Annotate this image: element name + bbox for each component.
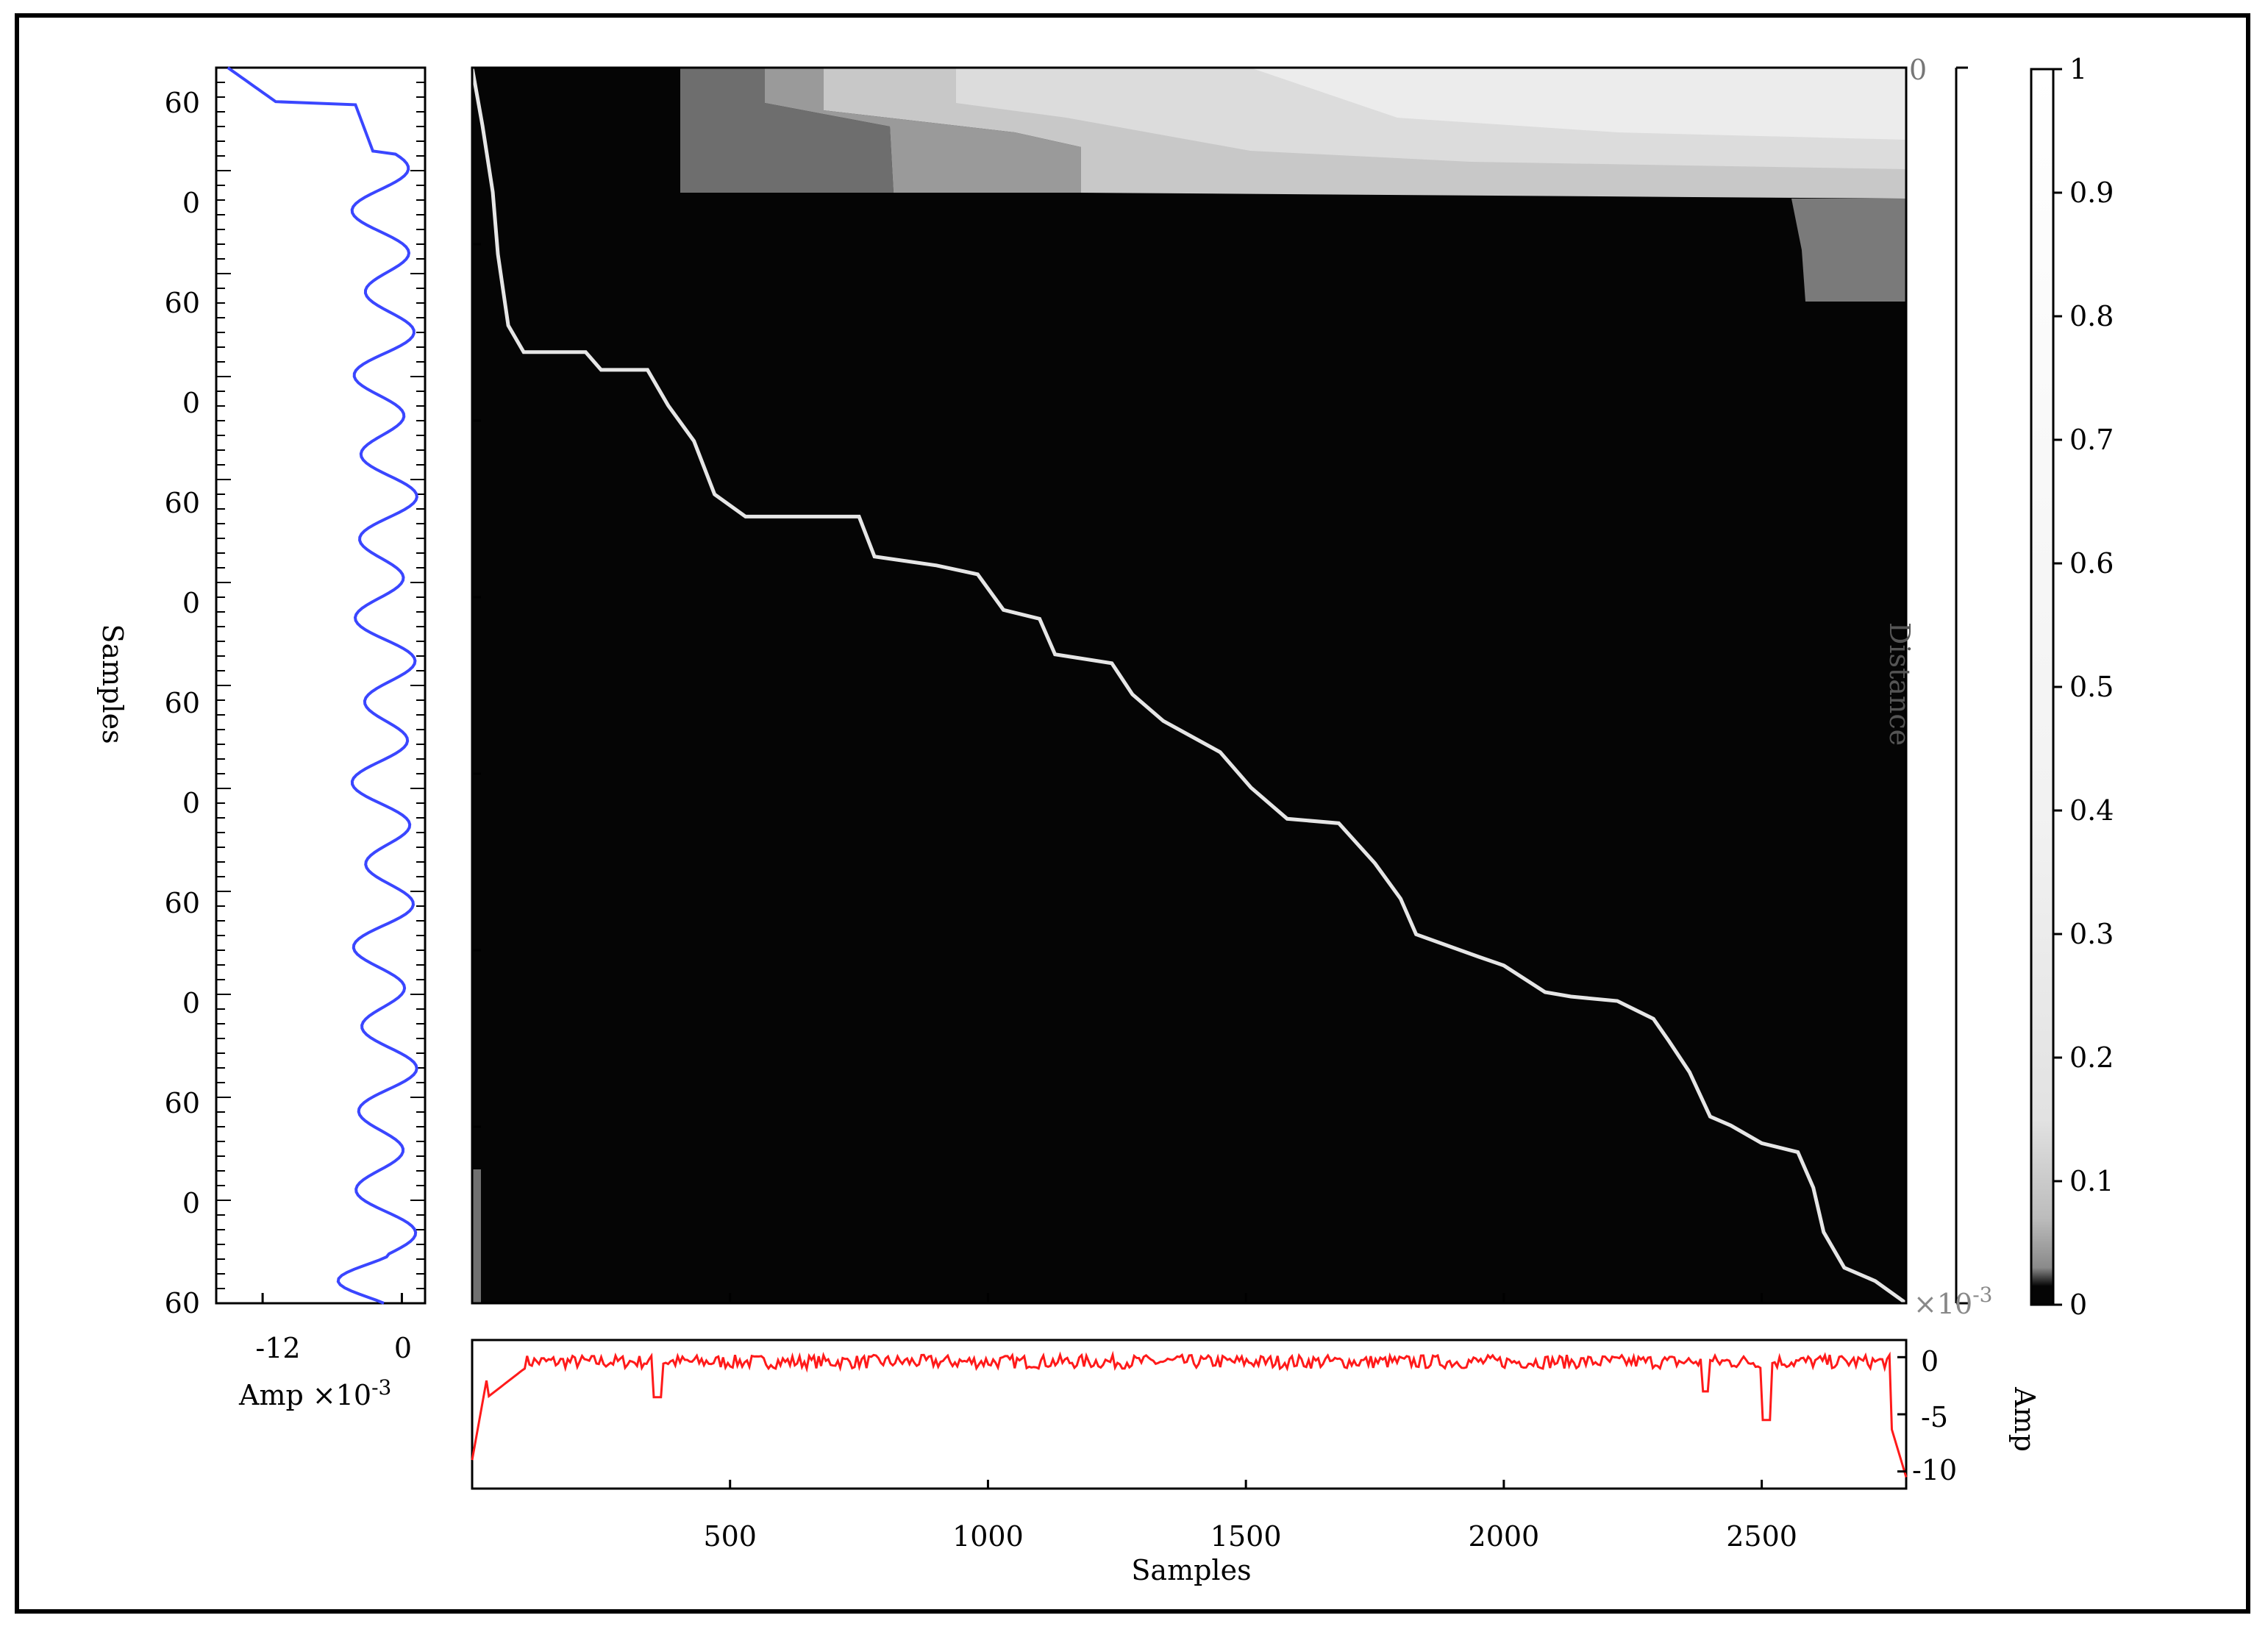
bottom-signal-panel: 0 -5 -10 Amp 500 1000 1500 2000 2500 Samples [471, 1339, 2041, 1586]
left-x-tick-label: -12 [255, 1332, 300, 1364]
matrix-band-near-white [1250, 68, 1906, 140]
colorbar-tick-label: 0.5 [2069, 671, 2114, 703]
left-signal-line [227, 66, 418, 1305]
bottom-y-axis-label: Amp [2008, 1386, 2041, 1452]
left-y-tick-label: 0 [182, 387, 200, 419]
colorbar-tick-label: 0 [2069, 1289, 2087, 1321]
x-tick-label: 1000 [952, 1520, 1024, 1553]
left-y-tick-label: 0 [182, 187, 200, 219]
colorbar-ticks: 1 0.9 0.8 0.7 0.6 0.5 0.4 0.3 0.2 0.1 0 [2053, 53, 2114, 1321]
left-y-tick-label: 60 [165, 287, 200, 319]
x-tick-label: 2500 [1726, 1520, 1797, 1553]
ghost-axis-exponent: ×10-3 [1914, 1283, 1992, 1320]
ghost-axis-label: Distance [1883, 622, 1916, 746]
left-y-tick-label: 60 [165, 687, 200, 719]
matrix-band-mid-gray [765, 68, 1081, 193]
left-minor-ticks [216, 67, 425, 1304]
colorbar-tick-label: 0.4 [2069, 794, 2114, 827]
left-signal-panel: 60 0 60 0 60 0 60 0 60 0 60 0 60 -12 0 Amp ×10-3 Sam… [96, 66, 427, 1411]
matrix-band-dark-gray [680, 68, 894, 193]
matrix-background [472, 68, 1906, 1303]
x-tick-label: 500 [703, 1520, 757, 1553]
x-tick-label: 2000 [1469, 1520, 1540, 1553]
left-plot-area [215, 66, 427, 1305]
colorbar-tick-label: 0.8 [2069, 300, 2114, 332]
left-x-tick-label: 0 [394, 1332, 412, 1364]
warping-path [470, 67, 1908, 1305]
bottom-y-tick-label: -5 [1921, 1401, 1948, 1433]
figure-frame [15, 13, 2250, 1614]
colorbar-tick-label: 0.9 [2069, 177, 2114, 209]
left-y-tick-label: 60 [165, 1087, 200, 1119]
colorbar-tick-label: 0.6 [2069, 547, 2114, 580]
bottom-y-tick-label: -10 [1912, 1454, 1957, 1486]
colorbar-tick-label: 0.3 [2069, 918, 2114, 950]
left-y-tick-label: 0 [182, 987, 200, 1019]
colorbar-tick-label: 0.7 [2069, 424, 2114, 456]
ghost-distance-axis: 0 Distance ×10-3 [1883, 54, 1992, 1320]
matrix-band-lower-right [1791, 199, 1906, 302]
matrix-band-left-edge [472, 1169, 481, 1303]
left-x-axis-label: Amp ×10-3 [238, 1375, 391, 1411]
x-tick-label: 1500 [1210, 1520, 1282, 1553]
left-y-tick-labels: 60 0 60 0 60 0 60 0 60 0 60 0 60 [165, 87, 200, 1319]
bottom-y-tick-label: 0 [1921, 1345, 1939, 1378]
matrix-border [471, 66, 1908, 1305]
x-tick-labels: 500 1000 1500 2000 2500 [703, 1520, 1797, 1553]
distance-matrix-panel [470, 66, 1908, 1305]
left-y-tick-label: 0 [182, 1187, 200, 1219]
colorbar-tick-label: 0.1 [2069, 1165, 2114, 1197]
colorbar-tick-label: 0.2 [2069, 1041, 2114, 1074]
colorbar-tick-label: 1 [2069, 53, 2087, 85]
x-axis-label: Samples [1131, 1554, 1251, 1586]
left-y-tick-label: 60 [165, 1287, 200, 1319]
left-y-axis-label: Samples [96, 624, 129, 744]
ghost-axis-top-tick-label: 0 [1909, 54, 1927, 86]
left-y-tick-label: 60 [165, 887, 200, 919]
left-y-tick-label: 0 [182, 787, 200, 819]
bottom-ticks [729, 1355, 1906, 1489]
left-y-tick-label: 0 [182, 587, 200, 619]
left-y-tick-label: 60 [165, 487, 200, 519]
matrix-ticks [472, 243, 1764, 1303]
bottom-signal-line [471, 1350, 1908, 1478]
colorbar: 1 0.9 0.8 0.7 0.6 0.5 0.4 0.3 0.2 0.1 0 [2030, 53, 2114, 1321]
left-y-tick-label: 60 [165, 87, 200, 119]
colorbar-gradient [2030, 68, 2055, 1306]
